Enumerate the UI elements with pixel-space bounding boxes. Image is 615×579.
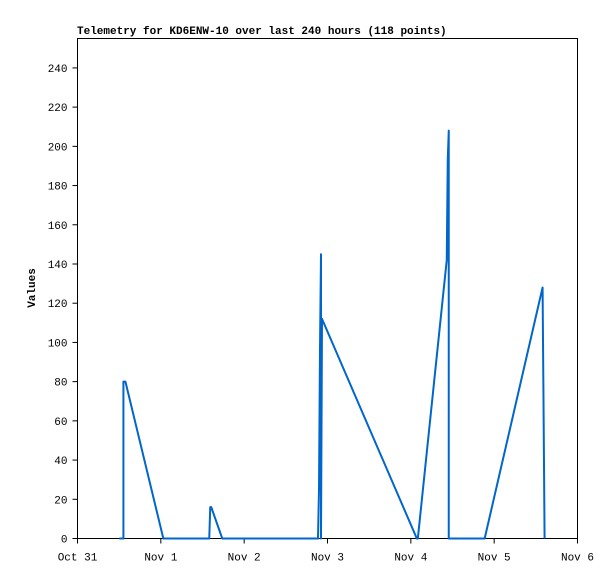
data-line bbox=[119, 129, 546, 540]
x-tick-label: Nov 5 bbox=[478, 553, 511, 565]
y-tick-label: 40 bbox=[54, 456, 67, 468]
x-tick-label: Nov 4 bbox=[394, 553, 427, 565]
x-tick-label: Nov 2 bbox=[228, 553, 261, 565]
chart-title: Telemetry for KD6ENW-10 over last 240 ho… bbox=[77, 26, 447, 38]
y-tick-label: 0 bbox=[61, 535, 68, 547]
x-tick-label: Oct 31 bbox=[58, 553, 98, 565]
x-tick-label: Nov 1 bbox=[144, 553, 177, 565]
y-tick-label: 20 bbox=[54, 495, 67, 507]
y-tick-label: 240 bbox=[48, 64, 68, 76]
x-tick-label: Nov 6 bbox=[561, 553, 594, 565]
y-tick-label: 80 bbox=[54, 378, 67, 390]
y-tick-label: 180 bbox=[48, 182, 68, 194]
y-tick-label: 140 bbox=[48, 260, 68, 272]
y-tick-label: 120 bbox=[48, 299, 68, 311]
y-tick-label: 160 bbox=[48, 221, 68, 233]
y-tick-label: 60 bbox=[54, 417, 67, 429]
y-tick-label: 100 bbox=[48, 338, 68, 350]
y-tick-label: 220 bbox=[48, 103, 68, 115]
y-tick-label: 200 bbox=[48, 142, 68, 154]
x-tick-label: Nov 3 bbox=[311, 553, 344, 565]
y-axis-label: Values bbox=[27, 268, 39, 308]
